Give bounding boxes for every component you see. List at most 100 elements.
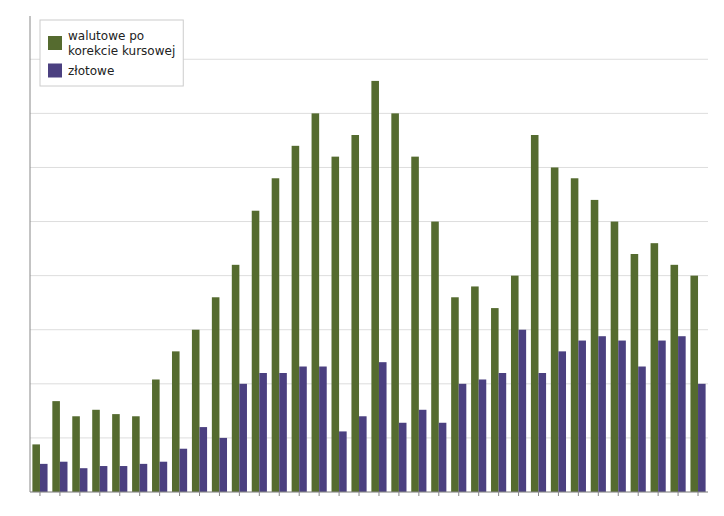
bar: [52, 401, 60, 492]
bar: [200, 427, 208, 492]
legend-label-line: korekcie kursowej: [68, 44, 175, 58]
x-tick: [299, 492, 300, 496]
x-tick: [239, 492, 240, 496]
bar: [192, 330, 200, 492]
x-tick: [39, 492, 40, 496]
bar: [671, 265, 679, 492]
x-tick: [598, 492, 599, 496]
bar: [40, 464, 48, 492]
x-tick: [59, 492, 60, 496]
x-tick: [99, 492, 100, 496]
legend-label: złotowe: [68, 64, 114, 78]
bar: [491, 308, 499, 492]
grid-line: [30, 275, 708, 276]
bar: [539, 373, 547, 492]
bar: [678, 336, 686, 492]
legend-label-line: złotowe: [68, 64, 114, 78]
x-tick: [678, 492, 679, 496]
bar: [399, 423, 407, 492]
bar: [578, 341, 586, 492]
bar: [531, 135, 539, 492]
bar: [232, 265, 240, 492]
x-tick: [418, 492, 419, 496]
x-tick: [79, 492, 80, 496]
x-tick: [438, 492, 439, 496]
bar: [152, 379, 160, 492]
bar: [252, 211, 260, 492]
bar: [239, 384, 247, 492]
bar: [558, 351, 566, 492]
bars: [32, 81, 705, 492]
bar: [551, 167, 559, 492]
bar: [292, 146, 300, 492]
bar: [439, 423, 447, 492]
x-tick: [319, 492, 320, 496]
bar: [618, 341, 626, 492]
x-tick: [698, 492, 699, 496]
grid: [30, 59, 708, 492]
bar: [411, 157, 419, 492]
bar: [172, 351, 180, 492]
grid-line: [30, 383, 708, 384]
legend: walutowe pokorekcie kursowej złotowe: [40, 20, 183, 86]
x-tick: [359, 492, 360, 496]
x-tick: [518, 492, 519, 496]
x-tick: [199, 492, 200, 496]
chart-container: walutowe pokorekcie kursowej złotowe: [0, 0, 724, 516]
bar: [371, 81, 379, 492]
grid-line: [30, 167, 708, 168]
bar: [339, 431, 347, 492]
grid-line: [30, 221, 708, 222]
bar: [611, 222, 619, 492]
bar: [60, 462, 68, 492]
bar: [431, 222, 439, 492]
x-tick: [279, 492, 280, 496]
bar: [598, 336, 606, 492]
bar: [259, 373, 267, 492]
bar: [499, 373, 507, 492]
axes: [30, 16, 708, 496]
grid-line: [30, 492, 708, 493]
bar: [658, 341, 666, 492]
bar: [279, 373, 287, 492]
bar: [132, 416, 140, 492]
x-tick: [259, 492, 260, 496]
x-tick: [538, 492, 539, 496]
x-tick: [398, 492, 399, 496]
x-axis-line: [30, 492, 708, 493]
bar: [471, 286, 479, 492]
x-tick: [638, 492, 639, 496]
bar: [651, 243, 659, 492]
bar: [631, 254, 639, 492]
bar: [120, 466, 128, 492]
bar: [332, 157, 340, 492]
x-tick: [339, 492, 340, 496]
x-tick: [498, 492, 499, 496]
bar: [160, 462, 168, 492]
bar: [299, 367, 307, 492]
bar: [92, 410, 100, 492]
legend-swatch: [48, 36, 62, 50]
bar: [112, 414, 120, 492]
bar: [312, 113, 320, 492]
bar: [212, 297, 220, 492]
bar: [571, 178, 579, 492]
grid-line: [30, 437, 708, 438]
bar: [351, 135, 359, 492]
y-axis-line: [30, 16, 31, 492]
x-tick: [578, 492, 579, 496]
grid-line: [30, 329, 708, 330]
x-tick: [378, 492, 379, 496]
x-tick: [478, 492, 479, 496]
bar: [419, 410, 427, 492]
x-tick: [558, 492, 559, 496]
bar: [80, 468, 88, 492]
bar: [511, 276, 519, 492]
grid-line: [30, 113, 708, 114]
bar: [451, 297, 459, 492]
x-tick: [458, 492, 459, 496]
legend-label-line: walutowe po: [68, 29, 144, 43]
bar: [359, 416, 367, 492]
x-tick: [159, 492, 160, 496]
x-tick: [658, 492, 659, 496]
